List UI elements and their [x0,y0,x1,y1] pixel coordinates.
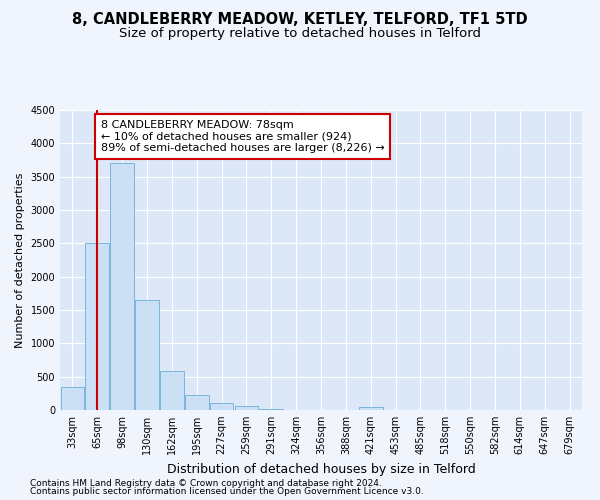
Y-axis label: Number of detached properties: Number of detached properties [15,172,25,348]
Bar [185,396,209,410]
Bar [160,372,184,410]
Bar [359,406,383,410]
Text: Contains HM Land Registry data © Crown copyright and database right 2024.: Contains HM Land Registry data © Crown c… [30,478,382,488]
X-axis label: Distribution of detached houses by size in Telford: Distribution of detached houses by size … [167,462,475,475]
Bar [235,406,258,410]
Bar [259,409,283,410]
Bar [85,244,109,410]
Text: Contains public sector information licensed under the Open Government Licence v3: Contains public sector information licen… [30,487,424,496]
Bar [110,164,134,410]
Text: Size of property relative to detached houses in Telford: Size of property relative to detached ho… [119,28,481,40]
Bar [135,300,159,410]
Bar [61,386,84,410]
Bar [210,404,233,410]
Text: 8 CANDLEBERRY MEADOW: 78sqm
← 10% of detached houses are smaller (924)
89% of se: 8 CANDLEBERRY MEADOW: 78sqm ← 10% of det… [101,120,385,153]
Text: 8, CANDLEBERRY MEADOW, KETLEY, TELFORD, TF1 5TD: 8, CANDLEBERRY MEADOW, KETLEY, TELFORD, … [72,12,528,28]
